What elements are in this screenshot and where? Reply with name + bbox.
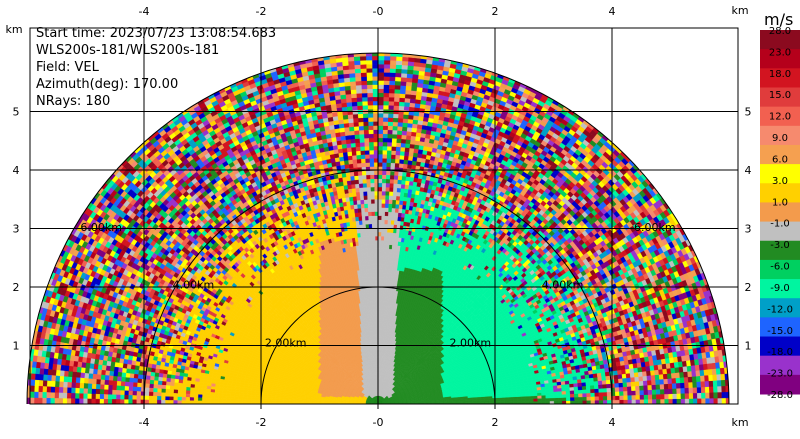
x-tick-label: -4 [139,416,150,429]
colorbar-tick-label: -1.0 [770,219,790,230]
colorbar-unit: m/s [764,10,793,29]
axis-band [30,404,738,435]
colorbar-tick-label: 3.0 [772,176,788,187]
x-tick-label: 4 [609,416,616,429]
y-tick-label: 4 [13,164,20,177]
ring-label: 2.00km [265,336,307,349]
azimuth-label: Azimuth(deg): 170.00 [36,77,178,93]
colorbar-tick-label: -6.0 [770,262,790,273]
y-tick-label: 5 [13,106,20,119]
colorbar-tick-label: 9.0 [772,133,788,144]
y-tick-label: 3 [13,223,20,236]
x-tick-label: 4 [609,5,616,18]
ring-label: 2.00km [449,336,491,349]
x-unit-label: km [731,4,748,17]
colorbar-tick-label: -3.0 [770,240,790,251]
colorbar: 28.023.018.015.012.09.06.03.01.0-1.0-3.0… [760,26,800,401]
x-tick-label: -4 [139,5,150,18]
colorbar-tick-label: 18.0 [769,69,791,80]
y-tick-label: 2 [13,281,20,294]
colorbar-tick-label: -18.0 [767,347,793,358]
x-unit-label: km [731,416,748,429]
x-tick-label: 2 [492,416,499,429]
x-tick-label: 2 [492,5,499,18]
ring-label: 6.00km [634,221,676,234]
ring-label: 4.00km [173,279,215,292]
colorbar-tick-label: -28.0 [767,390,793,401]
colorbar-tick-label: -23.0 [767,369,793,380]
colorbar-tick-label: 23.0 [769,47,791,58]
field-label: Field: VEL [36,60,99,76]
colorbar-tick-label: 12.0 [769,112,791,123]
colorbar-tick-label: 1.0 [772,197,788,208]
x-tick-label: -0 [373,416,384,429]
colorbar-tick-label: -12.0 [767,304,793,315]
y-tick-label: 1 [13,340,20,353]
colorbar-tick-label: -15.0 [767,326,793,337]
nrays-label: NRays: 180 [36,94,110,110]
y-tick-label: 2 [745,281,752,294]
y-tick-label: 5 [745,106,752,119]
y-tick-label: 4 [745,164,752,177]
colorbar-tick-label: 15.0 [769,90,791,101]
x-tick-label: -0 [373,5,384,18]
y-tick-label: 1 [745,340,752,353]
colorbar-tick-label: 6.0 [772,154,788,165]
x-tick-label: -2 [256,416,267,429]
x-tick-label: -2 [256,5,267,18]
ring-label: 6.00km [80,221,122,234]
start-time-label: Start time: 2023/07/23 13:08:54.683 [36,26,276,42]
instrument-label: WLS200s-181/WLS200s-181 [36,43,219,59]
y-tick-label: 3 [745,223,752,236]
colorbar-tick-label: -9.0 [770,283,790,294]
ring-label: 4.00km [542,279,584,292]
y-unit-label: km [5,23,22,36]
